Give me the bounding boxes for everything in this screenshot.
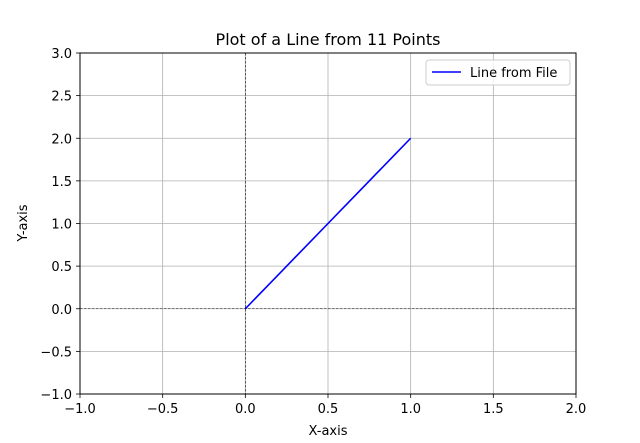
- x-tick-label: 1.0: [400, 402, 421, 417]
- series-line: [244, 137, 412, 310]
- chart-title: Plot of a Line from 11 Points: [216, 30, 441, 49]
- x-tick-label: −1.0: [64, 402, 96, 417]
- y-tick-label: 1.0: [51, 218, 72, 233]
- x-tick-label: 0.5: [318, 402, 339, 417]
- y-tick-label: 1.5: [51, 175, 72, 190]
- x-tick-label: 2.0: [566, 402, 587, 417]
- y-axis-ticks: −1.0 −0.5 0.0 0.5 1.0 1.5 2.0 2.5 3.0: [40, 47, 80, 403]
- x-tick-label: −0.5: [147, 402, 179, 417]
- y-tick-label: 0.5: [51, 260, 72, 275]
- legend-label: Line from File: [470, 66, 557, 81]
- data-series: [244, 137, 412, 310]
- y-tick-label: −0.5: [40, 345, 72, 360]
- x-axis-label: X-axis: [309, 424, 348, 439]
- y-tick-label: 0.0: [51, 303, 72, 318]
- y-tick-label: 3.0: [51, 47, 72, 62]
- x-axis-ticks: −1.0 −0.5 0.0 0.5 1.0 1.5 2.0: [64, 394, 586, 417]
- y-tick-label: −1.0: [40, 388, 72, 403]
- y-tick-label: 2.5: [51, 90, 72, 105]
- legend: Line from File: [425, 59, 571, 86]
- legend-box: [425, 59, 571, 86]
- x-tick-label: 1.5: [483, 402, 504, 417]
- x-tick-label: 0.0: [235, 402, 256, 417]
- y-axis-label: Y-axis: [16, 204, 31, 242]
- y-tick-label: 2.0: [51, 132, 72, 147]
- zero-reference-lines: [80, 53, 576, 394]
